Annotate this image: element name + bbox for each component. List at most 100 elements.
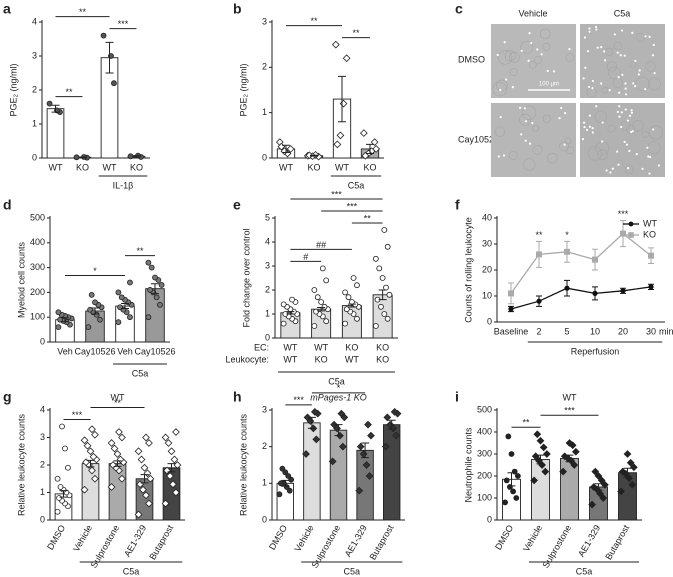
- data-point: [86, 447, 95, 456]
- data-point: [379, 275, 386, 281]
- cell: [624, 108, 627, 111]
- cell: [637, 73, 640, 76]
- data-point: [381, 311, 388, 317]
- cell-outline: [542, 114, 551, 123]
- micrograph: [580, 24, 665, 98]
- data-point: [127, 153, 134, 160]
- cell: [528, 32, 531, 35]
- data-point: [543, 450, 551, 458]
- x-tick-label: WT: [345, 354, 359, 364]
- panel-title: WT: [563, 392, 577, 402]
- cell: [616, 150, 619, 153]
- cell: [519, 106, 522, 109]
- cell: [530, 41, 533, 45]
- data-point: [80, 436, 89, 445]
- data-point: [392, 431, 400, 440]
- cell-outline: [521, 105, 537, 121]
- data-point: [152, 274, 158, 281]
- data-point: [137, 455, 146, 464]
- data-point: [599, 494, 608, 502]
- y-tick-label: 0: [32, 152, 37, 162]
- y-tick-label: 2: [40, 459, 45, 469]
- data-point: [167, 447, 176, 456]
- panel-title: WT: [111, 392, 125, 402]
- cell: [630, 131, 633, 134]
- significance-label: **: [364, 213, 372, 223]
- y-tick-label: 300: [30, 262, 45, 272]
- data-point: [628, 232, 634, 238]
- y-tick-label: 300: [477, 448, 492, 458]
- y-tick-label: 4: [265, 236, 270, 246]
- cell-outline: [519, 113, 532, 126]
- data-point: [146, 474, 155, 483]
- data-point: [158, 282, 165, 288]
- cell-outline: [606, 61, 618, 72]
- cell-outline: [635, 76, 650, 92]
- error-bar: [91, 307, 99, 315]
- x-tick-label: WT: [103, 162, 117, 172]
- data-point: [172, 488, 180, 497]
- y-tick-label: 200: [477, 470, 492, 480]
- data-point: [285, 473, 292, 479]
- data-point: [508, 306, 514, 312]
- y-tick-label: 0: [265, 332, 270, 342]
- data-point: [594, 472, 603, 480]
- cell: [588, 27, 591, 30]
- data-point: [390, 407, 399, 416]
- data-point: [161, 433, 170, 442]
- cell: [617, 163, 620, 166]
- data-point: [623, 450, 632, 458]
- data-point: [502, 499, 509, 506]
- cell: [623, 54, 626, 57]
- significance-label: **: [136, 246, 144, 256]
- x-unit: min: [659, 326, 673, 336]
- data-point: [56, 495, 62, 501]
- y-axis-label: Fold change over control: [241, 228, 251, 327]
- scale-bar-label: 100 μm: [539, 82, 559, 88]
- cell-outline: [641, 130, 649, 139]
- cell: [584, 66, 587, 69]
- cell: [587, 85, 591, 89]
- x-tick-label: 2: [536, 326, 541, 336]
- error-bar: [507, 472, 516, 487]
- data-point: [564, 285, 570, 291]
- data-point: [115, 319, 122, 326]
- cell: [617, 76, 620, 79]
- data-point: [92, 299, 98, 306]
- cell: [524, 139, 527, 142]
- cell: [653, 71, 656, 75]
- error-bar: [59, 490, 68, 498]
- cell: [631, 130, 634, 133]
- x-tick-label: Butaprost: [368, 523, 396, 562]
- error-bar: [151, 283, 159, 295]
- data-point: [80, 485, 89, 494]
- data-point: [164, 439, 173, 447]
- data-point: [596, 489, 604, 498]
- y-tick-label: 0: [262, 152, 267, 162]
- data-point: [46, 100, 53, 107]
- data-point: [541, 467, 550, 476]
- bar: [356, 449, 374, 521]
- y-tick-label: 2: [32, 84, 37, 94]
- row-label: EC:: [254, 342, 269, 352]
- significance-label: ***: [293, 395, 304, 405]
- cell: [601, 121, 604, 124]
- x-tick-label: Veh: [117, 346, 133, 356]
- significance-label: *: [93, 266, 97, 276]
- y-tick-label: 2: [265, 284, 270, 294]
- data-point: [505, 433, 512, 440]
- data-point: [384, 243, 391, 250]
- data-point: [280, 320, 287, 327]
- cell: [558, 117, 561, 120]
- cell-outline: [601, 86, 609, 94]
- cell-outline: [504, 50, 516, 62]
- cell-outline: [509, 68, 518, 76]
- data-point: [536, 436, 545, 445]
- error-bar: [61, 317, 69, 323]
- micrograph: [580, 103, 665, 177]
- cell: [628, 114, 632, 117]
- data-point: [536, 251, 542, 258]
- data-point: [282, 469, 289, 476]
- cell-outline: [624, 165, 634, 175]
